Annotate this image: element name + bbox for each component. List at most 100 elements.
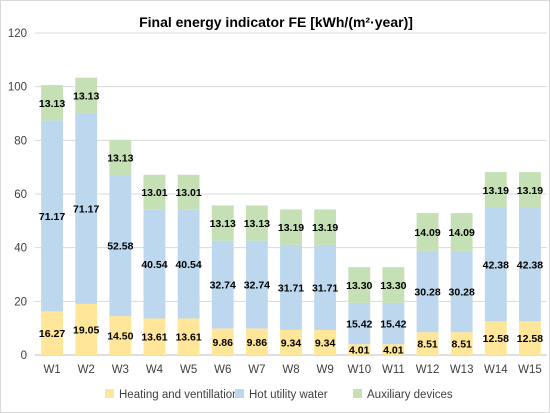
- legend-label: Auxiliary devices: [367, 389, 453, 401]
- y-tick-label: 100: [8, 82, 27, 94]
- bar-segment: [41, 120, 63, 312]
- data-label: 13.01: [175, 187, 201, 199]
- data-label: 31.71: [312, 282, 338, 294]
- data-label: 9.34: [315, 337, 336, 349]
- data-label: 42.38: [483, 259, 509, 271]
- bar-segment: [41, 85, 63, 121]
- bar-segment: [314, 244, 337, 330]
- y-tick-label: 20: [14, 296, 27, 308]
- data-label: 14.09: [449, 227, 475, 239]
- x-tick-label: W13: [450, 364, 474, 376]
- y-tick-label: 60: [14, 189, 27, 201]
- data-label: 15.42: [346, 319, 372, 331]
- bar-segment: [519, 321, 541, 355]
- bar-segment: [143, 318, 166, 355]
- bar-segment: [75, 112, 98, 304]
- data-label: 71.17: [73, 203, 99, 215]
- bar-segment: [143, 174, 166, 210]
- data-label: 13.61: [141, 332, 167, 344]
- x-tick-label: W10: [347, 364, 371, 376]
- bar-segment: [450, 250, 473, 333]
- bar-segment: [75, 77, 98, 113]
- data-label: 30.28: [449, 287, 475, 299]
- x-tick-label: W11: [382, 364, 405, 376]
- bar-segment: [143, 209, 166, 319]
- y-tick-label: 40: [14, 243, 27, 255]
- bar-segment: [109, 175, 132, 317]
- bar-segment: [245, 328, 268, 355]
- legend-label: Heating and ventillation: [119, 389, 239, 401]
- data-label: 15.42: [380, 319, 406, 331]
- data-label: 13.13: [210, 218, 236, 230]
- bar-segment: [280, 209, 302, 245]
- bar-segment: [484, 321, 507, 355]
- bar-segment: [519, 207, 541, 322]
- data-label: 13.13: [244, 218, 270, 230]
- y-tick-label: 0: [21, 350, 27, 362]
- data-label: 14.09: [414, 227, 440, 239]
- chart-title: Final energy indicator FE [kWh/(m²·year)…: [139, 14, 413, 30]
- bar-segment: [416, 213, 439, 251]
- bar-segment: [177, 174, 200, 210]
- data-label: 12.58: [483, 333, 509, 345]
- bar-segment: [382, 302, 405, 345]
- bar-segment: [314, 209, 337, 245]
- x-tick-label: W6: [214, 364, 231, 376]
- data-label: 14.50: [107, 331, 133, 343]
- data-label: 13.19: [312, 222, 338, 234]
- data-label: 30.28: [414, 287, 440, 299]
- data-label: 40.54: [175, 259, 201, 271]
- bar-segment: [484, 172, 507, 208]
- data-label: 31.71: [278, 282, 304, 294]
- data-label: 13.01: [141, 187, 167, 199]
- bar-segment: [109, 139, 132, 176]
- data-label: 16.27: [39, 328, 65, 340]
- bar-segment: [280, 329, 302, 355]
- x-tick-label: W7: [248, 364, 265, 376]
- data-label: 13.13: [73, 90, 99, 102]
- bar-segment: [416, 250, 439, 333]
- legend-swatch: [353, 389, 362, 398]
- bar-segment: [75, 303, 98, 355]
- x-tick-label: W2: [78, 364, 95, 376]
- x-tick-label: W5: [180, 364, 197, 376]
- x-tick-label: W15: [518, 364, 542, 376]
- bar-segment: [41, 311, 63, 355]
- data-label: 13.30: [346, 280, 372, 292]
- bar-segment: [416, 332, 439, 355]
- data-label: 4.01: [349, 345, 370, 357]
- bar-segment: [348, 344, 371, 355]
- y-tick-label: 120: [8, 28, 27, 40]
- bar-segment: [450, 213, 473, 251]
- bar-segment: [314, 329, 337, 355]
- data-label: 40.54: [141, 259, 167, 271]
- data-label: 9.34: [281, 337, 302, 349]
- bar-segment: [484, 207, 507, 322]
- x-tick-label: W4: [146, 364, 164, 376]
- x-tick-label: W9: [317, 364, 334, 376]
- x-tick-label: W1: [43, 364, 60, 376]
- bar-segment: [382, 267, 405, 303]
- data-label: 71.17: [39, 211, 65, 223]
- data-label: 13.61: [175, 332, 201, 344]
- bar-segment: [211, 240, 234, 329]
- x-tick-label: W12: [416, 364, 440, 376]
- data-label: 19.05: [73, 324, 99, 336]
- data-label: 13.19: [278, 222, 304, 234]
- bar-segment: [280, 244, 302, 330]
- legend-swatch: [235, 389, 244, 398]
- bar-segment: [109, 316, 132, 355]
- x-tick-label: W14: [484, 364, 508, 376]
- bar-segment: [348, 267, 371, 303]
- bar-segment: [450, 332, 473, 355]
- legend-swatch: [105, 389, 114, 398]
- data-label: 13.13: [107, 152, 133, 164]
- bar-segment: [211, 328, 234, 355]
- data-label: 8.51: [451, 339, 472, 351]
- data-label: 8.51: [417, 339, 438, 351]
- data-label: 52.58: [107, 241, 133, 253]
- bar-segment: [245, 205, 268, 241]
- data-label: 13.13: [39, 98, 65, 110]
- x-tick-label: W8: [282, 364, 299, 376]
- data-label: 9.86: [247, 337, 268, 349]
